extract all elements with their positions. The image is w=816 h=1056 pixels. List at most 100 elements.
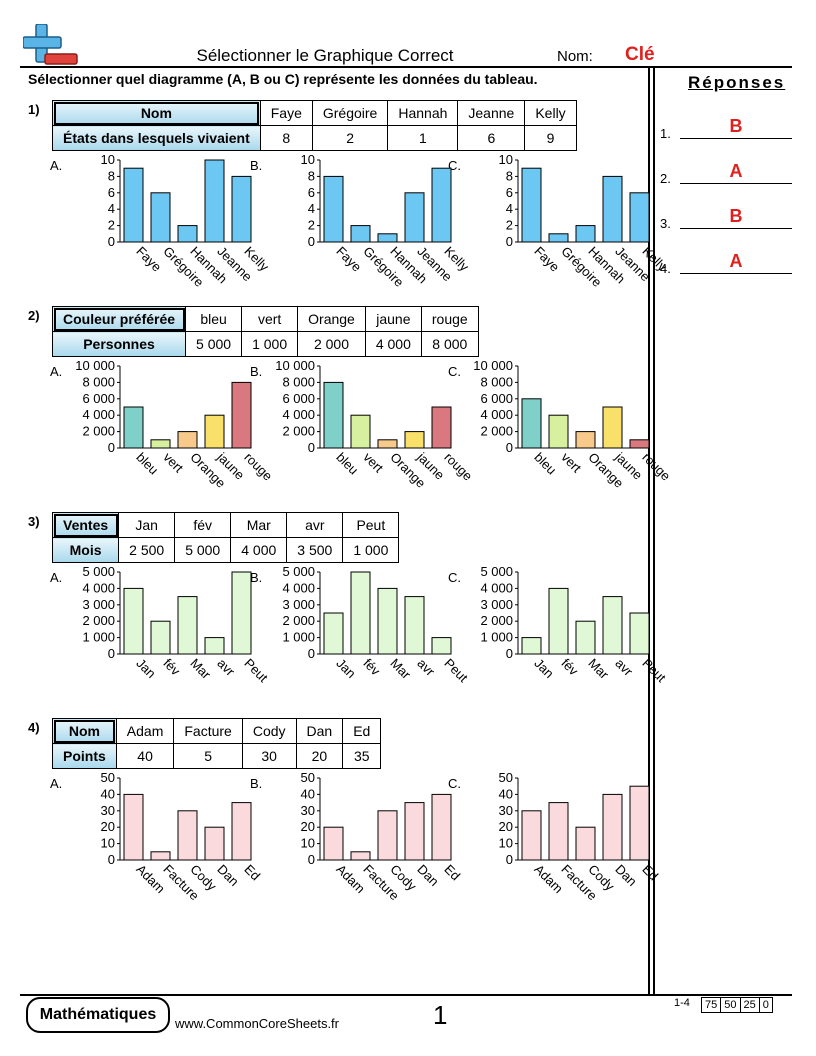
x-tick-label: Ed [441, 862, 463, 884]
bar [377, 810, 398, 861]
x-tick-label: Ed [241, 862, 263, 884]
option-label: B. [250, 776, 263, 791]
table-cell: 30 [241, 743, 297, 769]
y-tick-label: 2 000 [282, 613, 315, 628]
x-tick-label: Peut [639, 656, 669, 686]
table-cell: 5 [173, 743, 243, 769]
x-tick-label: fév [558, 656, 581, 679]
bar [350, 851, 371, 861]
y-tick-label: 3 000 [82, 597, 115, 612]
bar [548, 233, 569, 243]
y-tick-label: 10 [499, 152, 513, 167]
y-tick-label: 8 000 [82, 374, 115, 389]
data-table: Couleur préférée bleu vert Orange jaune rouge… [51, 306, 479, 357]
y-tick-label: 6 000 [82, 391, 115, 406]
table-cell: 2 [311, 125, 389, 151]
bar [548, 414, 569, 449]
bar [629, 612, 650, 655]
table-cell: Cody [241, 718, 297, 744]
table-row-header: Nom [52, 100, 261, 126]
option-label: B. [250, 158, 263, 173]
x-tick-label: bleu [333, 450, 361, 478]
table-cell: 20 [295, 743, 344, 769]
plus-minus-logo-icon [23, 24, 78, 65]
answer-field[interactable]: A [680, 161, 792, 184]
answer-column-divider-right [653, 66, 655, 996]
answer-field[interactable]: A [680, 251, 792, 274]
data-table: Ventes Jan fév Mar avr Peut Mois 2 500 5 000 4 00… [51, 512, 400, 563]
y-tick-label: 3 000 [480, 597, 513, 612]
table-cell: Orange [297, 306, 366, 332]
table-row-header: Mois [51, 537, 120, 563]
bar [204, 826, 225, 861]
table-cell: 1 [387, 125, 459, 151]
bar [548, 587, 569, 655]
bar [204, 414, 225, 449]
x-tick-label: avr [414, 656, 438, 680]
footer-divider [20, 994, 792, 996]
y-tick-label: 2 [108, 218, 115, 233]
answer-field[interactable]: B [680, 116, 792, 139]
table-row-header: Personnes [51, 331, 187, 357]
bar [431, 793, 452, 861]
y-tick-label: 2 [506, 218, 513, 233]
y-tick-label: 4 000 [480, 407, 513, 422]
bar [602, 793, 623, 861]
y-tick-label: 1 000 [82, 630, 115, 645]
y-tick-label: 30 [499, 803, 513, 818]
y-tick-label: 5 000 [282, 564, 315, 579]
y-tick-label: 50 [101, 770, 115, 785]
y-tick-label: 0 [108, 440, 115, 455]
answer-number: 2. [660, 171, 671, 186]
y-tick-label: 8 [308, 168, 315, 183]
bar [521, 167, 542, 243]
table-cell: 4 000 [364, 331, 422, 357]
table-cell: 2 500 [118, 537, 176, 563]
y-tick-label: 6 000 [282, 391, 315, 406]
score-cell: 25 [739, 997, 760, 1013]
y-tick-label: 6 000 [480, 391, 513, 406]
x-tick-label: Peut [241, 656, 271, 686]
site-url[interactable]: www.CommonCoreSheets.fr [175, 1016, 339, 1031]
y-tick-label: 0 [506, 234, 513, 249]
x-tick-label: Mar [387, 656, 414, 683]
table-cell: Jeanne [457, 100, 526, 126]
problem-number: 2) [28, 308, 40, 323]
y-tick-label: 0 [308, 440, 315, 455]
bar [350, 225, 371, 243]
bar [377, 587, 398, 655]
x-tick-label: Adam [531, 862, 566, 897]
x-tick-label: Ed [639, 862, 661, 884]
option-label: C. [448, 570, 461, 585]
table-cell: Grégoire [311, 100, 389, 126]
option-label: C. [448, 776, 461, 791]
x-tick-label: Faye [133, 244, 164, 275]
table-cell: Dan [295, 718, 344, 744]
name-value: Clé [625, 44, 655, 65]
answer-field[interactable]: B [680, 206, 792, 229]
bar [177, 810, 198, 861]
bar [323, 175, 344, 243]
y-tick-label: 4 [308, 201, 315, 216]
y-tick-label: 40 [101, 786, 115, 801]
table-cell: Peut [342, 512, 400, 538]
y-tick-label: 20 [101, 819, 115, 834]
y-tick-label: 10 [101, 152, 115, 167]
x-tick-label: Jan [333, 656, 358, 681]
bar [323, 612, 344, 655]
bar [204, 159, 225, 243]
table-cell: 5 000 [185, 331, 243, 357]
table-cell: avr [286, 512, 344, 538]
table-cell: fév [174, 512, 232, 538]
y-tick-label: 2 000 [480, 424, 513, 439]
y-tick-label: 10 [301, 152, 315, 167]
table-cell: 4 000 [230, 537, 288, 563]
x-tick-label: avr [214, 656, 238, 680]
x-tick-label: Dan [612, 862, 639, 889]
y-tick-label: 8 [506, 168, 513, 183]
table-cell: 3 500 [286, 537, 344, 563]
